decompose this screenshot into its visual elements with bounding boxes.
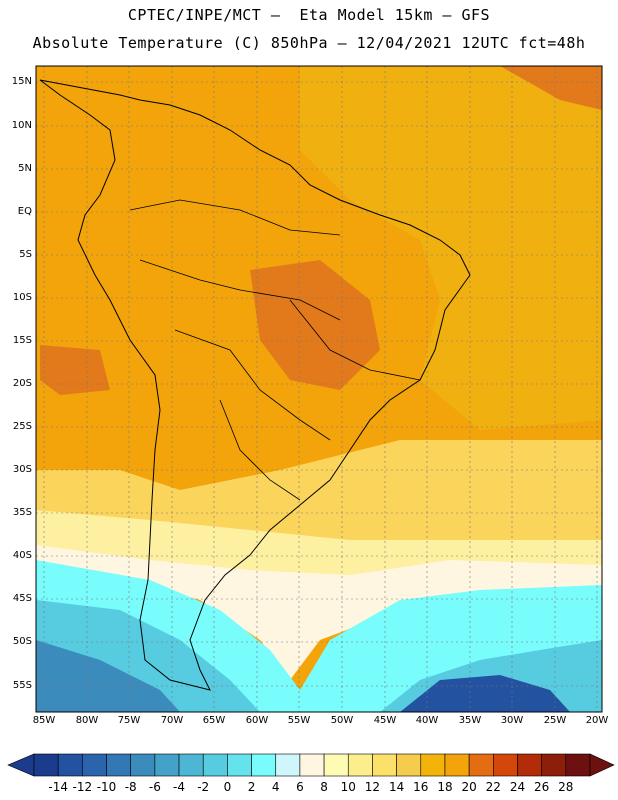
lat-label: 50S [12, 636, 32, 647]
colorbar-tick-label: -10 [96, 780, 117, 794]
colorbar-swatch [468, 753, 494, 777]
colorbar-tick-label: -14 [48, 780, 68, 794]
colorbar-tick-label: 20 [461, 780, 477, 794]
colorbar-tick-label: 16 [413, 780, 429, 794]
lat-label: 15S [12, 335, 32, 346]
colorbar-tick-label: -8 [124, 780, 137, 794]
lon-label: 70W [160, 715, 184, 726]
colorbar-tick-label: 2 [247, 780, 256, 794]
colorbar-swatch [178, 753, 204, 777]
colorbar-swatch [154, 753, 180, 777]
colorbar-tick-label: 26 [534, 780, 550, 794]
lon-label: 55W [287, 715, 311, 726]
colorbar-tick-label: 18 [437, 780, 453, 794]
colorbar-tick-label: 4 [271, 780, 280, 794]
colorbar-tick-label: 28 [558, 780, 574, 794]
lon-label: 40W [415, 715, 439, 726]
colorbar-swatch [202, 753, 228, 777]
map-frame [35, 65, 603, 713]
lat-label: 15N [11, 76, 32, 87]
lat-label: 30S [12, 464, 32, 475]
colorbar-swatch [323, 753, 349, 777]
colorbar-tick-label: -6 [148, 780, 161, 794]
lon-label: 35W [458, 715, 482, 726]
colorbar-swatch [227, 753, 252, 777]
lon-label: 50W [330, 715, 354, 726]
lon-label: 20W [585, 715, 609, 726]
field-hot-core [250, 260, 380, 390]
colorbar-swatch [251, 753, 277, 777]
colorbar-tick-label: 14 [388, 780, 405, 794]
lat-label: 40S [12, 550, 32, 561]
colorbar-tick-label: 12 [364, 780, 381, 794]
colorbar-swatch [82, 753, 107, 777]
lat-label: 35S [12, 507, 32, 518]
lat-label: 25S [12, 421, 32, 432]
colorbar-swatch [541, 753, 567, 777]
colorbar-tick-label: 10 [340, 780, 356, 794]
lon-label: 85W [32, 715, 56, 726]
colorbar-swatch [420, 753, 446, 777]
lon-label: 30W [500, 715, 524, 726]
lat-label: 55S [12, 680, 32, 691]
colorbar-tick-label: -12 [72, 780, 93, 794]
temperature-field [36, 66, 602, 712]
lat-label: 5S [19, 249, 32, 260]
colorbar-swatch [372, 753, 397, 777]
colorbar-swatch [493, 753, 518, 777]
field-deepblue [400, 675, 570, 712]
colorbar-swatch [444, 753, 470, 777]
lon-label: 80W [75, 715, 99, 726]
chart-title-line2: Absolute Temperature (C) 850hPa – 12/04/… [32, 34, 586, 52]
field-hot-northeast [500, 66, 602, 110]
lat-label: 5N [18, 163, 32, 174]
country-borders [129, 199, 421, 501]
lat-label: 20S [12, 378, 32, 389]
colorbar-swatch [299, 753, 325, 777]
lon-label: 65W [202, 715, 226, 726]
lat-label: 45S [12, 593, 32, 604]
colorbar [7, 753, 615, 777]
lat-label: EQ [17, 206, 32, 217]
lon-label: 75W [117, 715, 141, 726]
colorbar-tick-label: 0 [223, 780, 232, 794]
field-hot-andes [40, 345, 110, 395]
lon-label: 60W [245, 715, 269, 726]
colorbar-swatch [33, 753, 59, 777]
colorbar-tick-label: 22 [485, 780, 501, 794]
lat-label: 10S [12, 292, 32, 303]
colorbar-swatch [347, 753, 373, 777]
lat-label: 10N [11, 120, 32, 131]
colorbar-swatch [517, 753, 542, 777]
lon-label: 25W [543, 715, 567, 726]
colorbar-tick-label: 24 [509, 780, 526, 794]
colorbar-tick-label: -2 [197, 780, 210, 794]
colorbar-swatch [565, 753, 591, 777]
colorbar-arrow-left [7, 753, 35, 777]
field-blue [36, 640, 180, 712]
field-cream [36, 545, 602, 680]
colorbar-swatch [106, 753, 131, 777]
lon-label: 45W [373, 715, 397, 726]
colorbar-arrow-right [589, 753, 615, 777]
coastline [39, 79, 471, 691]
colorbar-tick-label: 8 [320, 780, 328, 794]
colorbar-swatch [396, 753, 422, 777]
colorbar-tick-label: -4 [173, 780, 186, 794]
colorbar-tick-label: 6 [296, 780, 304, 794]
chart-title-line1: CPTEC/INPE/MCT – Eta Model 15km – GFS [127, 6, 491, 24]
colorbar-swatch [275, 753, 301, 777]
colorbar-swatch [130, 753, 156, 777]
colorbar-swatch [57, 753, 83, 777]
